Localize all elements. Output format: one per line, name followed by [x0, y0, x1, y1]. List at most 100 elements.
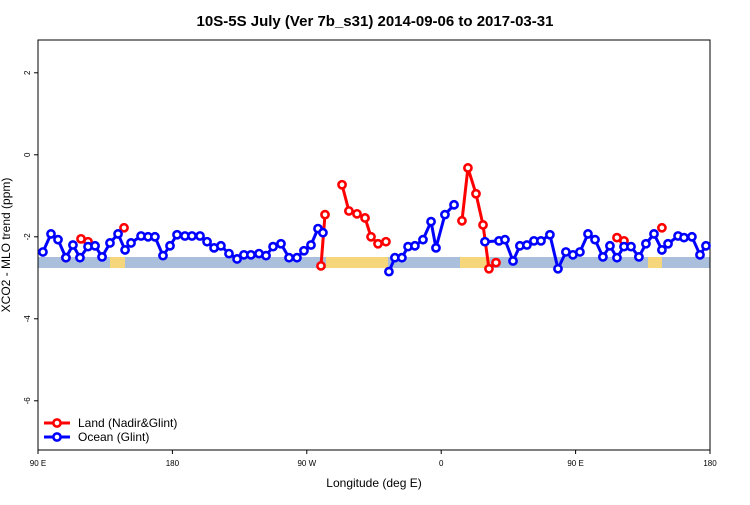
data-point: [373, 238, 383, 249]
data-point: [120, 245, 130, 255]
data-point: [397, 252, 407, 263]
x-tick-label: 90 E: [30, 459, 46, 468]
data-point: [440, 209, 450, 220]
data-point: [545, 229, 555, 240]
data-point: [695, 249, 705, 260]
data-point: [38, 247, 48, 257]
data-point: [195, 231, 205, 241]
data-point: [663, 238, 673, 249]
data-point: [337, 179, 347, 190]
data-point: [575, 247, 585, 257]
data-point: [75, 252, 85, 263]
data-point: [480, 236, 490, 247]
data-point: [165, 240, 175, 251]
series-line: [460, 167, 497, 272]
data-point: [418, 234, 428, 245]
data-point: [590, 234, 600, 245]
data-point: [463, 163, 473, 173]
data-point: [113, 229, 123, 239]
data-point: [431, 242, 441, 253]
x-tick-label: 90 W: [297, 459, 316, 468]
data-point: [583, 229, 593, 239]
x-tick-label: 180: [166, 459, 180, 468]
land-strip: [648, 257, 662, 268]
legend-marker: [52, 432, 62, 442]
data-point: [126, 238, 136, 248]
data-point: [471, 188, 481, 199]
data-point: [657, 222, 667, 233]
data-point: [46, 229, 56, 239]
data-point: [657, 245, 667, 255]
data-point: [61, 252, 71, 263]
data-point: [232, 254, 242, 264]
land-strip: [326, 257, 388, 268]
data-point: [553, 263, 563, 274]
data-point: [381, 236, 391, 247]
data-point: [216, 240, 226, 251]
data-point: [306, 240, 316, 250]
data-point: [246, 249, 256, 260]
data-point: [150, 231, 160, 242]
data-point: [449, 199, 459, 210]
data-point: [491, 257, 501, 268]
y-tick-label: -4: [23, 315, 32, 323]
y-axis-label: XCO2 - MLO trend (ppm): [0, 178, 13, 313]
data-point: [284, 252, 294, 263]
data-point: [649, 229, 659, 239]
data-point: [53, 234, 63, 245]
data-point: [105, 238, 115, 248]
y-tick-label: -6: [23, 397, 32, 405]
x-tick-label: 90 E: [567, 459, 583, 468]
data-point: [426, 216, 436, 227]
chart-title: 10S-5S July (Ver 7b_s31) 2014-09-06 to 2…: [197, 13, 554, 30]
legend-marker: [52, 418, 62, 428]
data-point: [522, 240, 532, 250]
data-point: [68, 240, 78, 250]
data-point: [641, 238, 651, 249]
series-line: [319, 214, 327, 267]
x-axis-label: Longitude (deg E): [326, 476, 421, 490]
land-strip: [460, 257, 490, 268]
data-point: [276, 238, 286, 249]
data-point: [598, 251, 608, 262]
data-point: [344, 206, 354, 216]
data-point: [292, 252, 302, 263]
data-point: [701, 240, 711, 251]
data-point: [536, 235, 546, 246]
data-point: [316, 261, 326, 271]
y-tick-label: -2: [23, 233, 32, 241]
legend-label: Ocean (Glint): [78, 430, 149, 444]
data-point: [119, 222, 129, 233]
data-point: [626, 241, 636, 252]
data-point: [352, 208, 362, 219]
data-point: [224, 248, 234, 259]
data-point: [202, 236, 212, 247]
data-point: [508, 256, 518, 266]
data-point: [187, 231, 197, 241]
data-point: [158, 250, 168, 261]
data-point: [360, 213, 370, 223]
data-point: [90, 240, 100, 251]
y-tick-label: 2: [23, 70, 32, 75]
data-point: [97, 251, 107, 262]
data-point: [384, 266, 394, 277]
x-tick-label: 180: [703, 459, 717, 468]
data-point: [268, 241, 278, 252]
data-point: [366, 231, 376, 242]
legend-label: Land (Nadir&Glint): [78, 416, 177, 430]
data-point: [299, 245, 309, 256]
data-point: [612, 252, 622, 263]
data-point: [679, 232, 689, 243]
data-point: [320, 209, 330, 220]
data-point: [318, 227, 328, 238]
data-point: [687, 231, 697, 242]
data-point: [261, 250, 271, 261]
data-point: [634, 251, 644, 262]
data-point: [500, 234, 510, 245]
data-point: [478, 220, 488, 230]
data-point: [605, 240, 615, 251]
data-point: [410, 240, 420, 251]
y-tick-label: 0: [23, 152, 32, 157]
x-tick-label: 0: [439, 459, 444, 468]
